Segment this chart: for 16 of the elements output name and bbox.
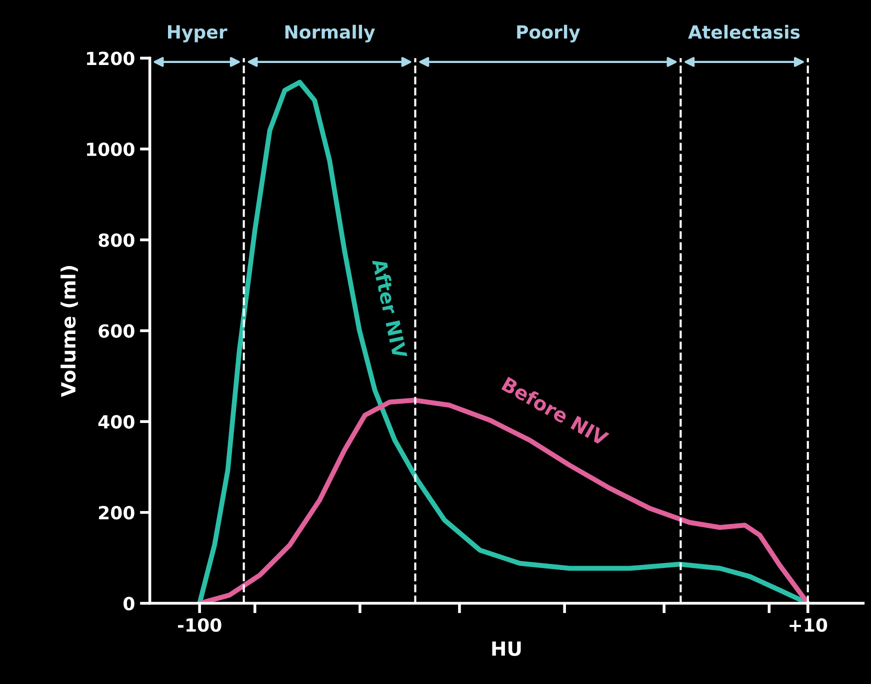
y-axis-title: Volume (ml)	[60, 266, 78, 398]
y-tick-label: 600	[98, 324, 134, 338]
y-tick-label: 200	[98, 506, 134, 520]
text: Atelectasis	[688, 24, 800, 39]
y-tick-label: 1000	[87, 142, 134, 156]
text: Hyper	[168, 25, 228, 42]
y-tick-label: 400	[98, 415, 134, 429]
y-tick-label: 800	[98, 233, 134, 247]
text: After NIV	[372, 258, 408, 360]
y-tick-label: 0	[124, 596, 134, 610]
y-tick-label: 1200	[87, 52, 134, 66]
x-tick-label: -100	[178, 618, 222, 632]
text: Poorly	[517, 24, 580, 42]
x-axis-title: HU	[492, 642, 521, 656]
text: Normally	[285, 24, 375, 42]
x-tick-label: +10	[790, 618, 828, 632]
